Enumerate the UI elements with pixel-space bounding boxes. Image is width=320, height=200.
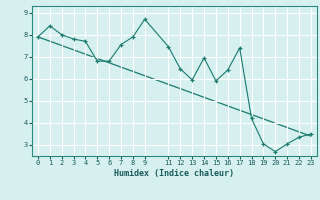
X-axis label: Humidex (Indice chaleur): Humidex (Indice chaleur) <box>115 169 234 178</box>
